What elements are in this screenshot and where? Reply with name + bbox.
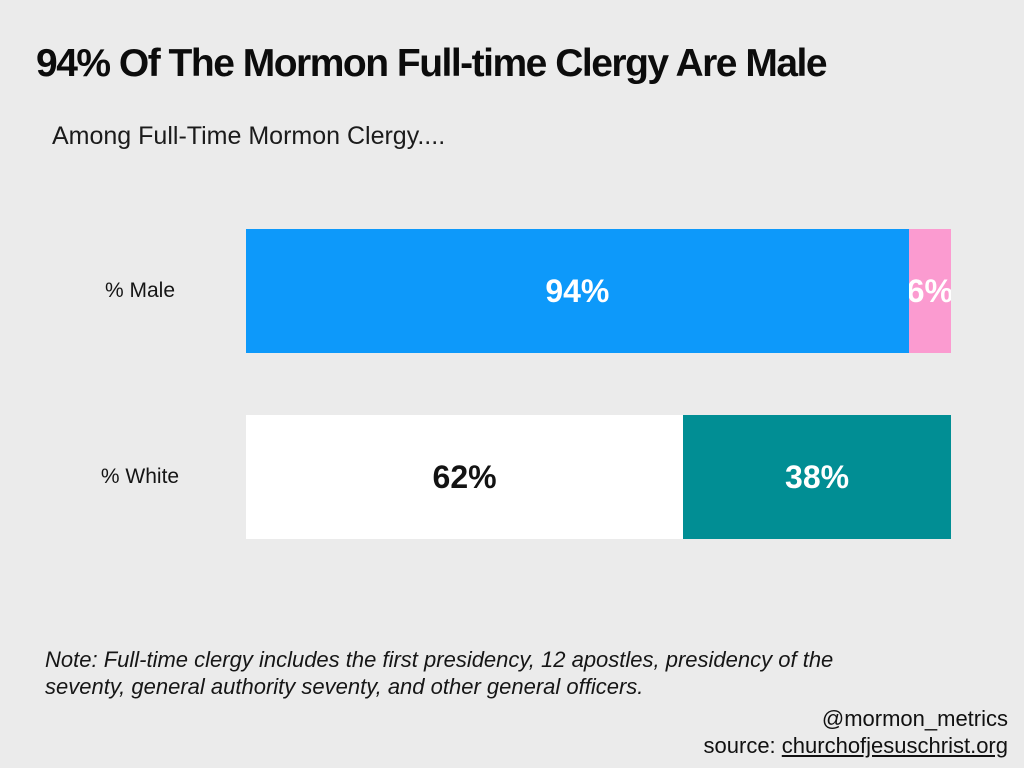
bar-segment: 38% [683,415,951,539]
attribution: @mormon_metrics source: churchofjesuschr… [704,705,1008,759]
stacked-bar-chart: % Male 94% 6% % White 62% 38% [0,229,1024,601]
category-label: % Male [104,279,176,302]
bar-segment: 6% [908,229,951,353]
bar-track: 94% 6% [246,229,951,353]
bar-segment: 94% [246,229,909,353]
source-link[interactable]: churchofjesuschrist.org [781,733,1008,758]
attribution-source-line: source: churchofjesuschrist.org [704,732,1008,759]
footnote-line-2: seventy, general authority seventy, and … [45,674,644,699]
bar-row: % White 62% 38% [0,415,1024,539]
source-prefix: source: [703,733,782,758]
bar-segment: 62% [246,415,684,539]
footnote-line-1: Note: Full-time clergy includes the firs… [45,647,834,672]
bar-row: % Male 94% 6% [0,229,1024,353]
footnote: Note: Full-time clergy includes the firs… [45,646,833,700]
page-title: 94% Of The Mormon Full-time Clergy Are M… [36,42,828,85]
bar-track: 62% 38% [246,415,951,539]
chart-subtitle: Among Full-Time Mormon Clergy.... [52,122,446,150]
attribution-handle: @mormon_metrics [821,706,1008,731]
category-label: % White [100,465,180,488]
